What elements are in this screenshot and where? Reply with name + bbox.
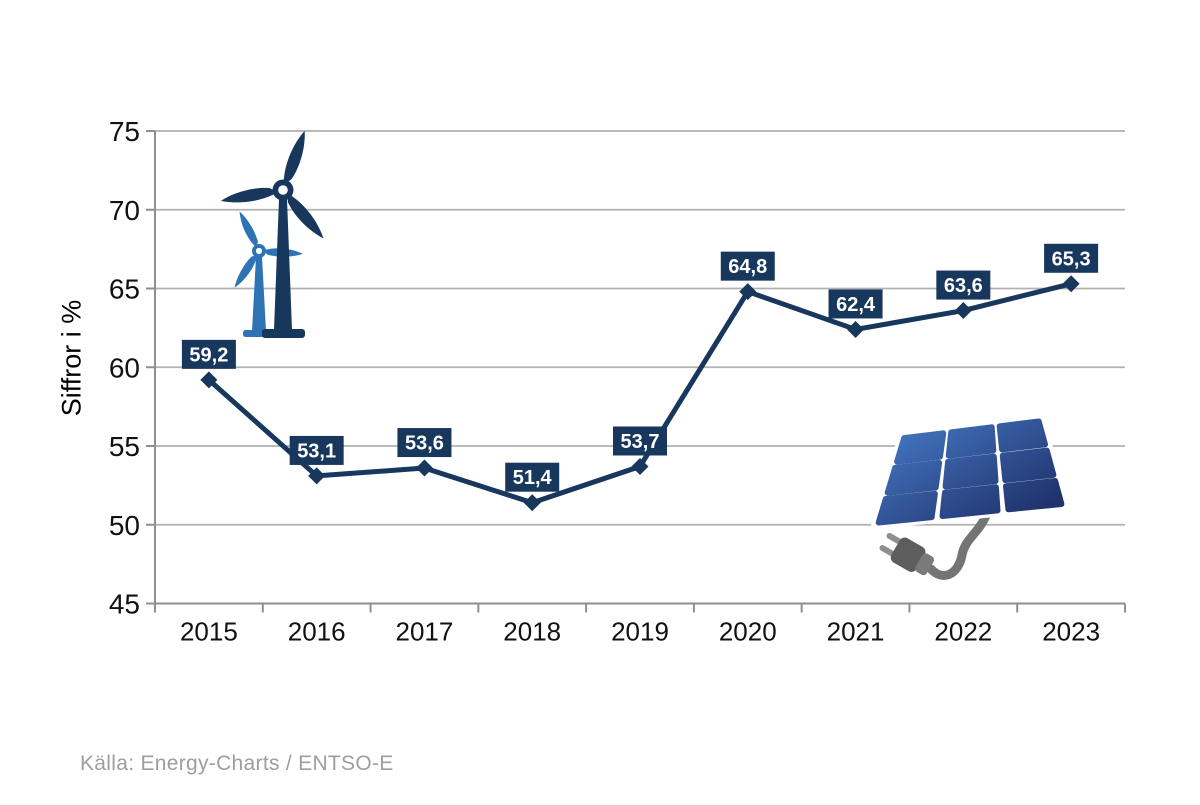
solar-panel-plug-icon	[871, 415, 1069, 580]
x-tick-label: 2017	[396, 617, 454, 647]
data-point-marker	[954, 302, 972, 320]
turbine-blade	[287, 195, 324, 239]
data-label-box	[613, 426, 667, 456]
solar-panel-cell	[894, 430, 947, 465]
data-series-layer	[200, 275, 1080, 512]
data-label-value: 53,6	[405, 433, 444, 455]
solar-panel-cell	[996, 418, 1048, 453]
data-point-marker	[631, 457, 649, 475]
data-label-box	[397, 428, 452, 458]
data-label-value: 51,4	[513, 467, 553, 489]
data-label-box	[181, 339, 236, 369]
data-point-marker	[1062, 275, 1080, 293]
plug-collar	[915, 553, 934, 576]
turbine-tower	[274, 199, 292, 330]
turbine-hub-center	[278, 185, 288, 195]
y-tick-label: 70	[109, 195, 140, 226]
y-tick-label: 45	[109, 589, 140, 620]
data-point-marker	[415, 459, 433, 477]
x-tick-label: 2018	[503, 617, 561, 647]
y-tick-label: 60	[109, 352, 140, 383]
data-label-box	[936, 270, 991, 300]
x-tick-label: 2015	[180, 617, 238, 647]
wind-turbine-small	[234, 211, 303, 337]
data-label-value: 62,4	[836, 294, 876, 316]
data-point-marker	[308, 467, 326, 485]
data-label-box	[720, 251, 775, 281]
data-label-box	[289, 435, 344, 465]
data-label-value: 65,3	[1052, 248, 1091, 270]
data-point-marker	[847, 320, 865, 338]
data-label-value: 63,6	[944, 275, 983, 297]
data-label-box	[505, 462, 560, 492]
power-plug-icon	[879, 532, 934, 576]
y-axis-title: Siffror i %	[56, 299, 87, 417]
y-tick-label: 75	[109, 116, 140, 147]
solar-panel-cell	[942, 453, 999, 490]
data-label-value: 64,8	[728, 256, 767, 278]
solar-panel-cell	[939, 484, 1001, 519]
turbine-base	[262, 329, 305, 338]
wind-turbine-large	[220, 130, 324, 338]
solar-panel-cell	[875, 490, 938, 526]
data-point-marker	[739, 283, 757, 301]
source-caption: Källa: Energy-Charts / ENTSO-E	[80, 752, 394, 775]
x-tick-label: 2016	[288, 617, 346, 647]
x-tick-label: 2023	[1042, 617, 1100, 647]
plug-prong	[879, 545, 895, 557]
data-label-value: 53,1	[297, 440, 336, 462]
power-cord	[926, 493, 995, 580]
data-label-layer: 59,2 53,1 53,6 51,4 53,7 64,8 62,4 63,6 65,3	[181, 243, 1099, 492]
data-point-marker	[200, 371, 218, 389]
y-tick-label: 65	[109, 274, 140, 305]
turbine-blade	[283, 130, 305, 182]
axis-layer: 45 50 55 60 65 70 75 2015 2016 2017 2018 2019 2020 20…	[109, 116, 1126, 647]
data-label-value: 53,7	[621, 431, 660, 453]
x-tick-label: 2019	[611, 617, 669, 647]
wind-turbines-icon	[220, 130, 324, 338]
solar-panel-cell	[945, 424, 997, 459]
data-point-marker	[523, 494, 541, 512]
data-label-box	[1044, 243, 1099, 273]
y-tick-label: 50	[109, 510, 140, 541]
solar-panel-cell	[1003, 478, 1065, 513]
x-tick-label: 2022	[934, 617, 992, 647]
turbine-hub-center	[255, 247, 263, 255]
solar-panel	[871, 415, 1069, 529]
turbine-blade	[220, 187, 275, 203]
solar-panel-cell	[999, 447, 1057, 483]
turbine-blade	[234, 256, 257, 288]
turbine-blade	[239, 211, 258, 246]
turbine-tower	[252, 257, 266, 331]
data-label-value: 59,2	[189, 344, 228, 366]
y-tick-label: 55	[109, 431, 140, 462]
data-label-box	[828, 289, 883, 319]
plug-body	[890, 537, 926, 572]
plug-prong	[886, 532, 902, 544]
x-tick-label: 2020	[719, 617, 777, 647]
x-tick-label: 2021	[827, 617, 885, 647]
solar-panel-cell	[884, 459, 943, 496]
